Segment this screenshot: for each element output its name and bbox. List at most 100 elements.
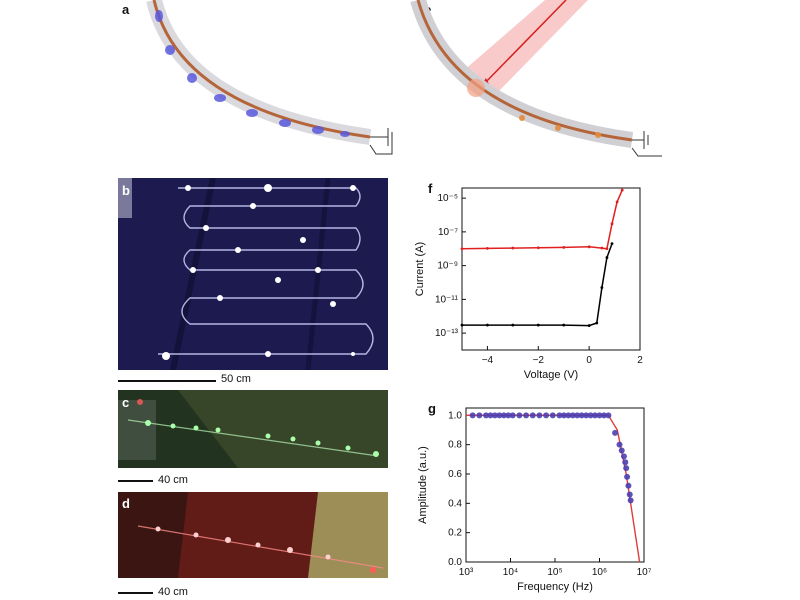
y-tick-label-g: 1.0 <box>448 410 462 421</box>
data-point-f <box>620 188 624 192</box>
blue-emission-spots <box>155 10 350 137</box>
scalebar-c-label: 40 cm <box>158 474 188 486</box>
data-point-g <box>623 465 630 472</box>
fit-line-g <box>466 414 641 563</box>
data-point-g <box>543 412 550 419</box>
data-point-f <box>605 247 609 251</box>
data-point-g <box>560 412 567 419</box>
scalebar-c <box>118 480 153 482</box>
data-point-f <box>486 246 489 250</box>
data-point-g <box>620 453 627 460</box>
battery-symbol-a <box>369 128 393 155</box>
series-line-red-f <box>461 189 623 250</box>
series-line-black-f <box>462 243 613 327</box>
data-point-g <box>625 482 632 489</box>
data-point-f <box>562 323 566 327</box>
data-point-g <box>516 412 523 419</box>
y-tick-label-f: 10⁻¹³ <box>435 328 459 339</box>
y-tick-label-g: 0.4 <box>448 498 462 509</box>
scalebar-b-label: 50 cm <box>221 373 251 385</box>
fiber-schematic-a <box>146 0 393 155</box>
x-tick-label-g: 10⁴ <box>503 567 518 578</box>
battery-symbol-e <box>631 131 662 157</box>
data-point-g <box>583 412 590 419</box>
panel-label-a: a <box>122 2 130 17</box>
data-point-g <box>626 491 633 498</box>
data-point-f <box>511 323 515 327</box>
panel-label-f: f <box>428 181 433 196</box>
data-point-g <box>505 412 512 419</box>
x-tick-label-f: −4 <box>482 355 494 366</box>
data-point-f <box>562 246 566 249</box>
data-point-g <box>549 412 556 419</box>
data-point-g <box>469 412 476 419</box>
data-point-f <box>460 247 464 251</box>
x-axis-label-f: Voltage (V) <box>524 369 578 381</box>
scalebar-b <box>118 380 216 382</box>
data-point-g <box>574 412 581 419</box>
data-point-g <box>491 412 498 419</box>
orange-emission-spots <box>519 115 601 138</box>
data-point-g <box>592 412 599 419</box>
x-tick-label-f: 2 <box>637 355 643 366</box>
data-point-g <box>487 412 494 419</box>
data-point-g <box>500 412 507 419</box>
data-point-f <box>615 200 619 204</box>
x-axis-label-g: Frequency (Hz) <box>517 581 593 593</box>
data-point-f <box>610 242 614 246</box>
data-point-g <box>622 459 629 466</box>
fiber-line-d <box>137 525 384 569</box>
data-point-f <box>460 323 464 327</box>
y-tick-label-g: 0.0 <box>448 557 462 568</box>
scalebar-d <box>118 592 153 594</box>
data-point-g <box>612 429 619 436</box>
x-tick-label-g: 10⁶ <box>592 567 607 578</box>
data-point-f <box>600 246 604 250</box>
data-point-f <box>587 245 591 249</box>
photo-d-red-fiber <box>118 492 388 578</box>
laser-beam <box>462 0 588 95</box>
y-axis-label-g: Amplitude (a.u.) <box>417 446 429 524</box>
data-point-f <box>587 324 591 327</box>
data-point-f <box>511 246 515 250</box>
data-point-g <box>618 447 625 454</box>
x-tick-label-g: 10⁷ <box>637 567 652 578</box>
panel-label-d: d <box>122 496 130 511</box>
data-point-g <box>556 412 563 419</box>
data-point-g <box>476 412 483 419</box>
x-tick-label-f: 0 <box>586 355 592 366</box>
data-point-g <box>509 412 516 419</box>
data-point-g <box>605 412 612 419</box>
x-tick-label-g: 10⁵ <box>547 567 562 578</box>
y-tick-label-f: 10⁻¹¹ <box>435 294 459 305</box>
y-tick-label-g: 0.2 <box>448 528 462 539</box>
data-point-g <box>616 441 623 448</box>
fiber-line-c <box>127 419 379 457</box>
fiber-serpentine-b <box>158 187 374 355</box>
data-point-g <box>627 497 634 504</box>
green-fiber-hotspots <box>145 420 379 457</box>
panel-label-g: g <box>428 401 436 416</box>
data-point-g <box>483 412 490 419</box>
data-point-g <box>536 412 543 419</box>
y-tick-label-f: 10⁻⁹ <box>437 261 458 272</box>
data-point-g <box>587 412 594 419</box>
data-point-g <box>523 412 530 419</box>
data-point-g <box>496 412 503 419</box>
chart-f-iv-curve: −4 −2 0 2 10⁻¹³ 10⁻¹¹ 10⁻⁹ 10⁻⁷ 10⁻⁵ Voltage (V) C… <box>414 187 643 381</box>
fiber-sheath-a <box>146 0 372 145</box>
y-tick-label-g: 0.8 <box>448 440 462 451</box>
data-point-f <box>536 323 540 327</box>
panel-label-b: b <box>122 183 130 198</box>
data-point-g <box>529 412 536 419</box>
blue-fiber-hotspots <box>162 184 356 360</box>
data-point-g <box>624 473 631 480</box>
laser-spot <box>467 79 485 97</box>
y-tick-label-g: 0.6 <box>448 469 462 480</box>
chart-g-frequency-response: 10³ 10⁴ 10⁵ 10⁶ 10⁷ 0.0 0.2 0.4 0.6 0.8 1.0 Frequen… <box>417 407 652 593</box>
scalebar-d-label: 40 cm <box>158 586 188 598</box>
data-point-g <box>578 412 585 419</box>
data-point-g <box>569 412 576 419</box>
fiber-schematic-e <box>410 0 662 157</box>
plot-frame-f <box>461 187 641 351</box>
